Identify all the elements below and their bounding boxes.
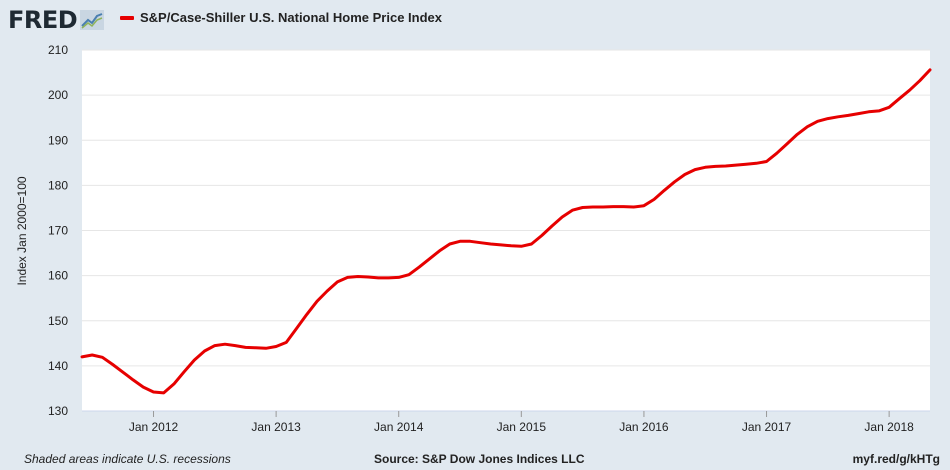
x-tick-label: Jan 2012: [129, 420, 179, 434]
x-tick-label: Jan 2014: [374, 420, 424, 434]
y-tick-label: 190: [48, 133, 68, 147]
series-group: [80, 68, 932, 395]
y-axis: 130 140 150 160 170 180 190 200 210: [48, 43, 68, 418]
x-tick-label: Jan 2016: [619, 420, 669, 434]
y-tick-label: 140: [48, 359, 68, 373]
y-tick-label: 180: [48, 178, 68, 192]
recession-note: Shaded areas indicate U.S. recessions: [24, 452, 231, 466]
y-tick-label: 200: [48, 88, 68, 102]
chart-legend: S&P/Case-Shiller U.S. National Home Pric…: [120, 10, 442, 25]
legend-swatch: [120, 15, 134, 20]
x-tick-label: Jan 2017: [742, 420, 792, 434]
y-tick-label: 160: [48, 269, 68, 283]
fred-logo-text: FRED: [8, 6, 78, 34]
x-axis: Jan 2012 Jan 2013 Jan 2014 Jan 2015 Jan 2016…: [82, 410, 930, 434]
x-tick-label: Jan 2013: [251, 420, 301, 434]
short-url-link[interactable]: myf.red/g/kHTg: [852, 452, 940, 466]
fred-logo[interactable]: FRED: [8, 6, 105, 34]
x-tick-label: Jan 2015: [497, 420, 547, 434]
y-tick-label: 150: [48, 314, 68, 328]
source-note: Source: S&P Dow Jones Indices LLC: [374, 452, 585, 466]
y-axis-label: Index Jan 2000=100: [15, 176, 29, 285]
series-line: [80, 68, 932, 395]
x-tick-label: Jan 2018: [864, 420, 914, 434]
y-tick-label: 170: [48, 224, 68, 238]
y-tick-label: 130: [48, 404, 68, 418]
legend-label: S&P/Case-Shiller U.S. National Home Pric…: [140, 10, 442, 25]
fred-logo-graph-icon: [80, 10, 105, 30]
y-tick-label: 210: [48, 43, 68, 57]
